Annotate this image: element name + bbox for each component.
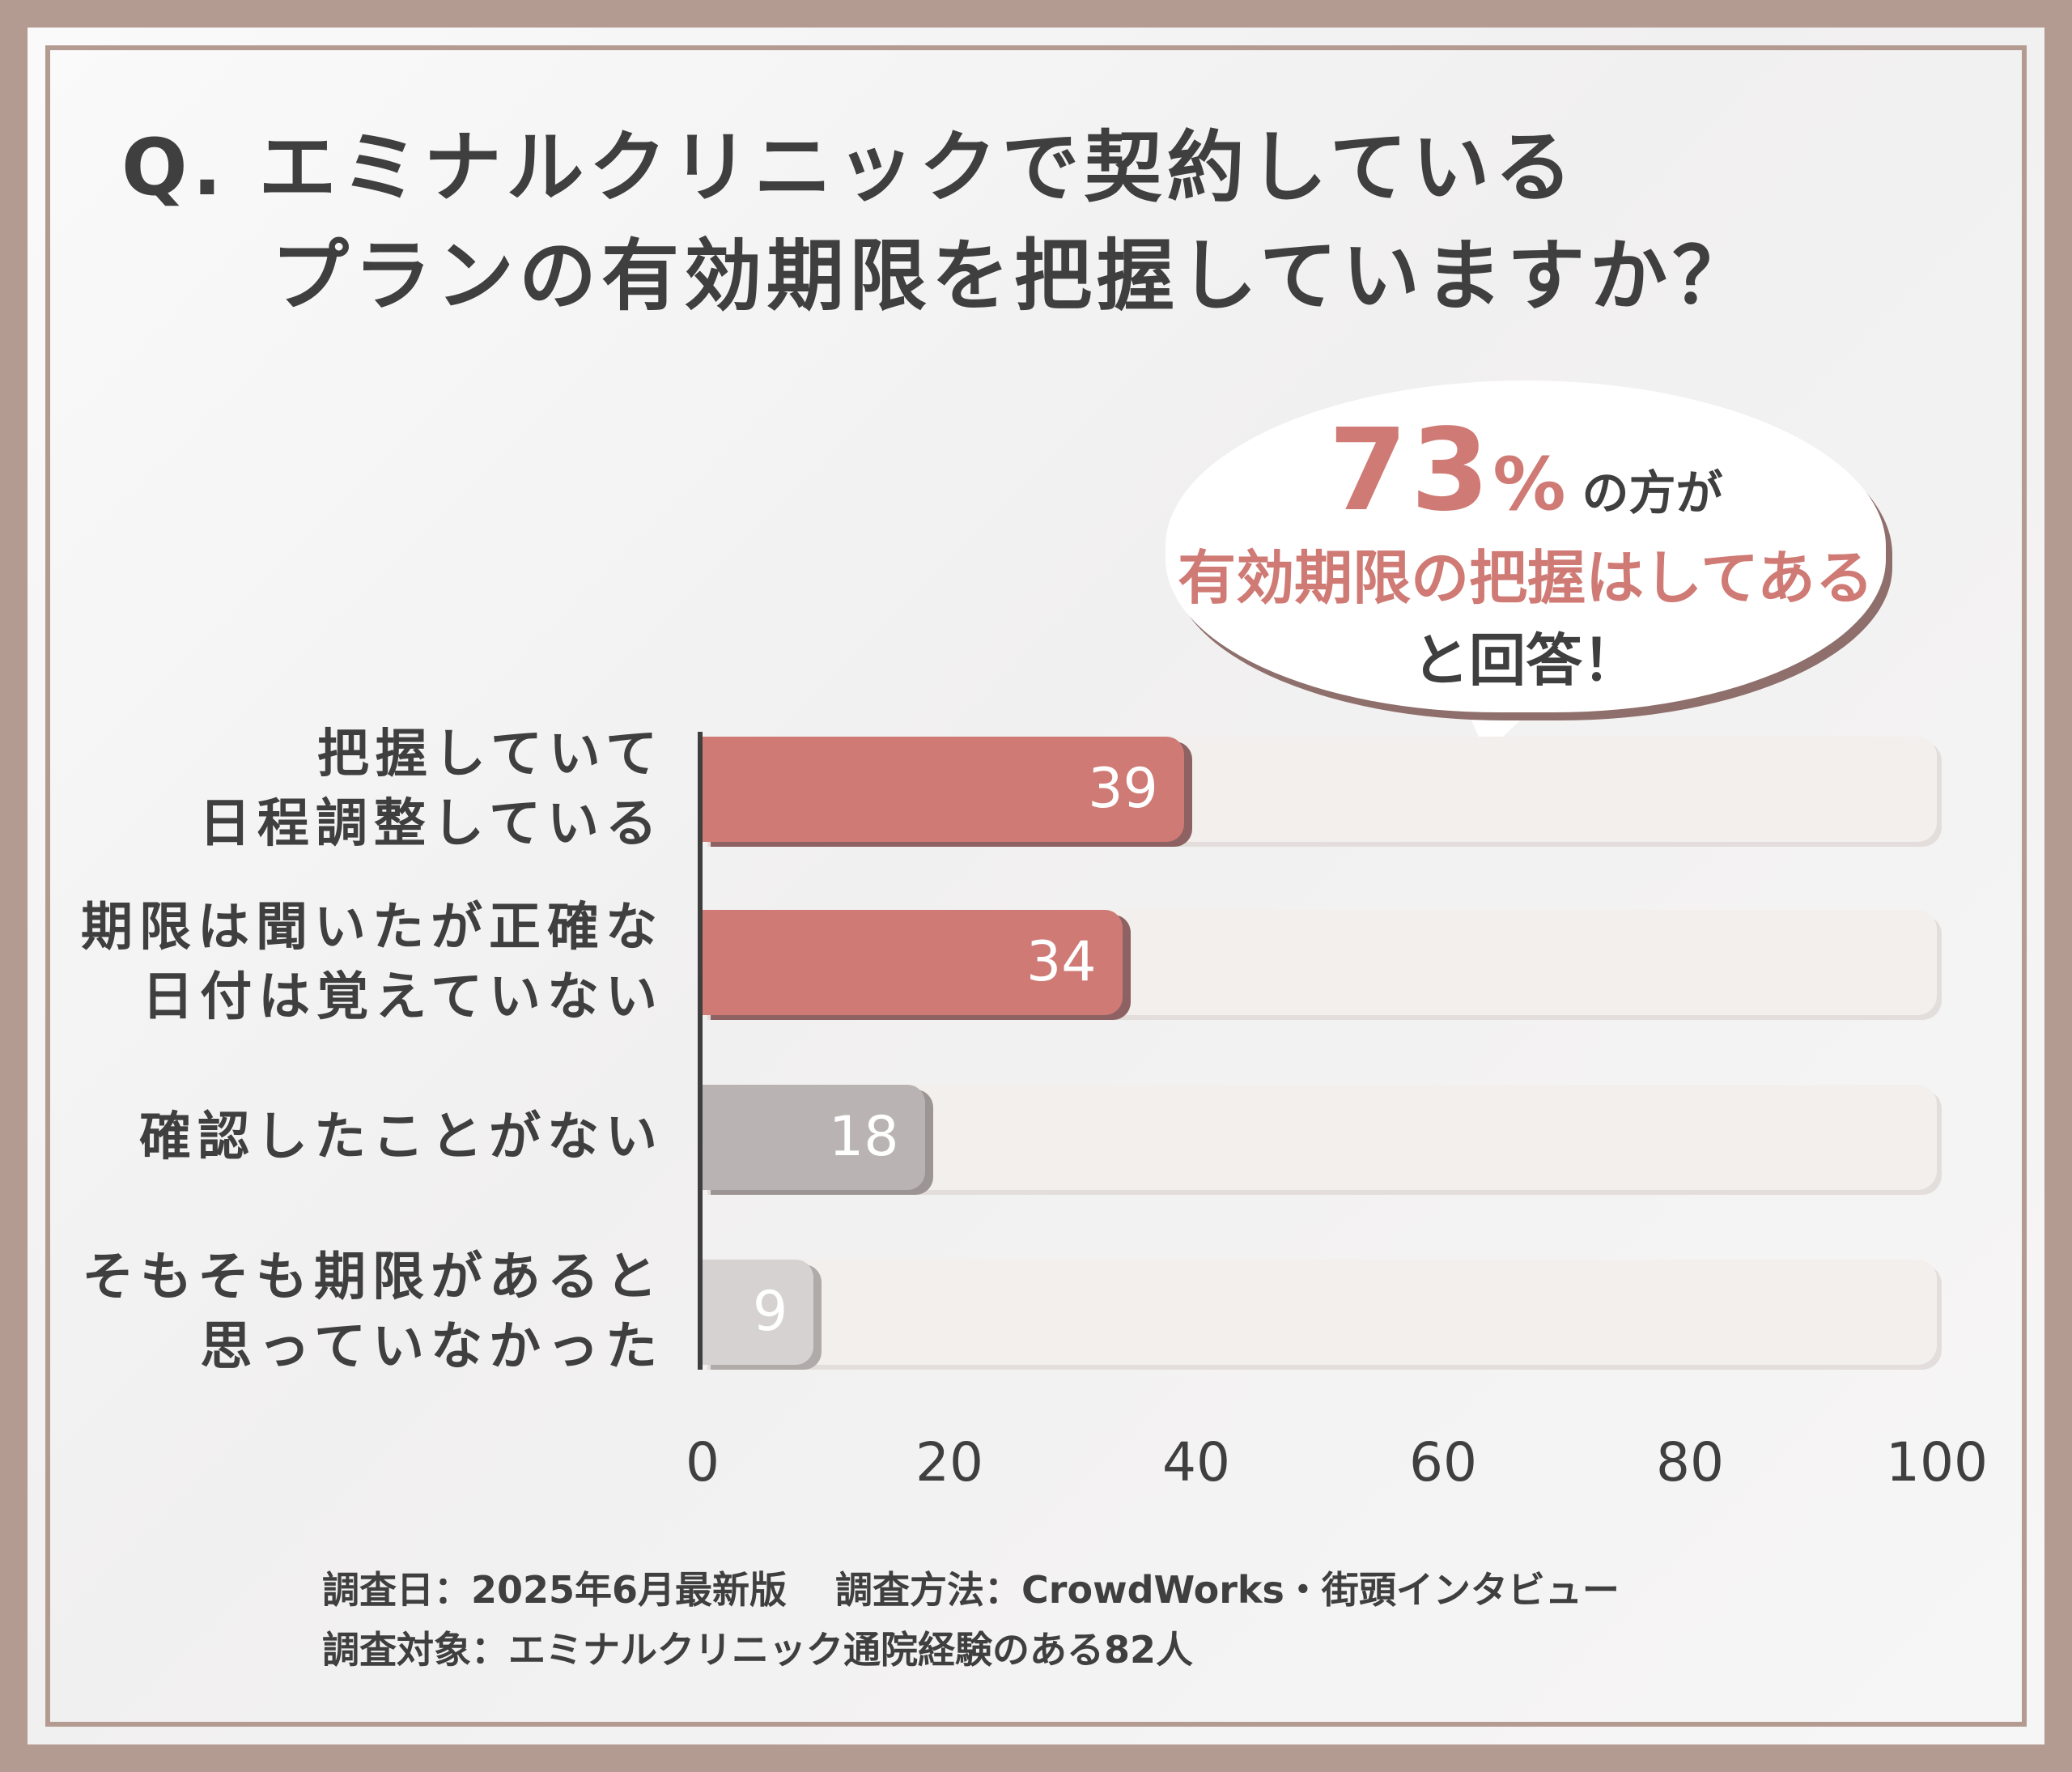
category-label: 把握していて日程調整している (16, 720, 664, 860)
x-tick-label: 0 (686, 1431, 720, 1494)
callout-bubble: 73% の方が 有効期限の把握はしてある と回答！ (1166, 380, 1886, 712)
category-label-line: 把握していて (316, 725, 664, 784)
y-axis-line (698, 732, 703, 1370)
bar-value-label: 34 (1025, 930, 1097, 994)
bar (703, 1260, 814, 1365)
category-label: 期限は聞いたが正確な日付は覚えていない (16, 893, 664, 1033)
category-label-line: 日付は覚えていない (142, 967, 664, 1028)
bar-value-label: 9 (752, 1280, 788, 1344)
x-tick-label: 40 (1162, 1431, 1230, 1494)
category-label-line: そもそも期限があると (82, 1247, 664, 1307)
bar (703, 1085, 925, 1190)
category-label-line: 日程調整している (198, 794, 664, 855)
footer-line-1: 調査日：2025年6月最新版 調査方法：CrowdWorks・街頭インタビュー (322, 1561, 1620, 1614)
footer-date: 調査日：2025年6月最新版 (322, 1568, 788, 1612)
bar-track (703, 1260, 1937, 1365)
category-label-line: 確認したことがない (139, 1107, 664, 1167)
callout-line-1: 73% の方が (1166, 405, 1886, 537)
footer-method: 調査方法：CrowdWorks・街頭インタビュー (835, 1568, 1620, 1612)
bar-value-label: 39 (1088, 757, 1158, 821)
callout-percent-sign: % (1492, 442, 1566, 527)
title-line-1: Q. エミナルクリニックで契約している (121, 122, 1577, 213)
callout-text-2: 有効期限の把握はしてある (1178, 544, 1874, 612)
x-tick-label: 60 (1409, 1431, 1477, 1494)
title-line-2: プランの有効期限を把握していますか？ (271, 231, 1756, 322)
footer-target: 調査対象：エミナルクリニック通院経験のある82人 (322, 1628, 1194, 1672)
page-title: Q. エミナルクリニックで契約している プランの有効期限を把握していますか？ (121, 113, 1755, 331)
bar-value-label: 18 (828, 1105, 899, 1169)
category-label-line: 思っていなかった (200, 1317, 664, 1378)
x-tick-label: 80 (1656, 1431, 1724, 1494)
category-label: そもそも期限があると思っていなかった (16, 1243, 664, 1383)
x-tick-label: 100 (1886, 1431, 1988, 1494)
x-tick-label: 20 (915, 1431, 983, 1494)
category-label: 確認したことがない (16, 1103, 664, 1172)
infographic-card (28, 28, 2044, 1744)
callout-text-3: と回答！ (1412, 627, 1639, 694)
callout-percent: 73 (1328, 405, 1493, 537)
bar (703, 910, 1123, 1015)
callout-text-1: の方が (1582, 465, 1723, 521)
category-label-line: 期限は聞いたが正確な (81, 898, 664, 958)
bar (703, 737, 1184, 842)
